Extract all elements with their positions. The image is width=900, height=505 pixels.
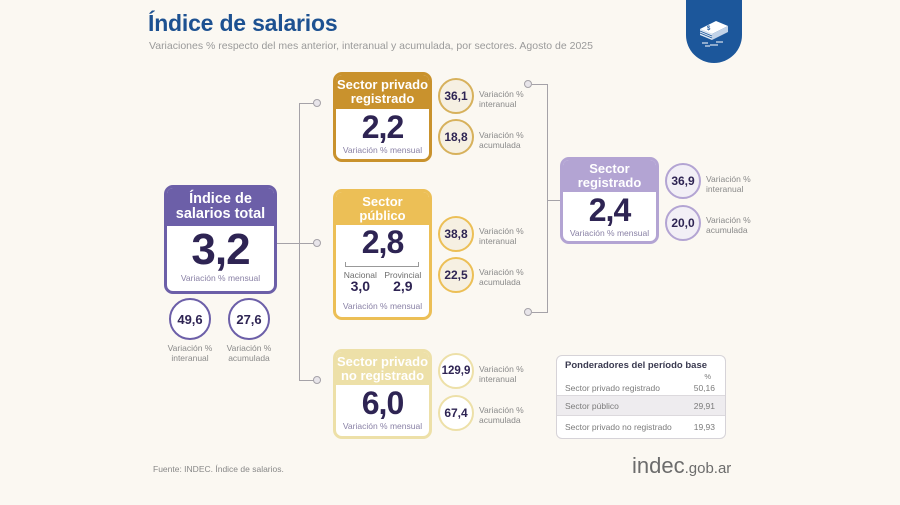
privado-registrado-title-2: registrado [350,91,415,106]
connector-line [276,243,300,244]
publico-interanual-circle: 38,8 [438,216,474,252]
privado-registrado-card: Sector privado registrado 2,2 Variación … [333,72,432,162]
registrado-interanual-label: Variación % interanual [706,174,751,195]
registrado-label: Variación % mensual [569,228,650,238]
connector-dot [313,99,321,107]
header-badge: $ [686,0,742,63]
connector-dot [313,376,321,384]
registrado-title-2: registrado [577,175,642,190]
total-card-header: Índice de salarios total [167,188,274,226]
total-title-line1: Índice de [189,190,252,207]
registrado-interanual-circle: 36,9 [665,163,701,199]
ponderadores-table: Ponderadores del período base % Sector p… [556,355,726,439]
no-registrado-value: 6,0 [361,385,404,421]
connector-dot [524,308,532,316]
privado-registrado-interanual-label: Variación % interanual [479,89,524,110]
connector-line [299,103,300,381]
publico-label: Variación % mensual [342,301,423,311]
publico-value: 2,8 [361,224,404,260]
publico-acumulada-circle: 22,5 [438,257,474,293]
money-stack-icon: $ [699,20,728,46]
no-registrado-label: Variación % mensual [342,421,423,431]
connector-line [299,103,314,104]
no-registrado-acumulada-label: Variación % acumulada [479,405,524,426]
privado-registrado-value: 2,2 [361,109,404,145]
total-index-card: Índice de salarios total 3,2 Variación %… [164,185,277,294]
registrado-acumulada-circle: 20,0 [665,205,701,241]
registrado-acumulada-label: Variación % acumulada [706,215,751,236]
connector-line [532,84,548,85]
publico-breakdown: Nacional 3,0 Provincial 2,9 [336,270,429,293]
publico-header: Sector público [336,192,429,225]
privado-registrado-title-1: Sector privado [336,77,429,93]
connector-dot [313,239,321,247]
registrado-body: 2,4 Variación % mensual [563,192,656,241]
connector-line [547,84,548,313]
table-row: Sector público 29,91 [557,395,725,416]
no-registrado-interanual-circle: 129,9 [438,353,474,389]
ponderadores-title: Ponderadores del período base [565,360,708,371]
connector-line [299,243,314,244]
publico-body: 2,8 Nacional 3,0 Provincial 2,9 Variació… [336,225,429,317]
privado-registrado-label: Variación % mensual [342,145,423,155]
publico-card: Sector público 2,8 Nacional 3,0 Provinci… [333,189,432,320]
publico-title-1: Sector [362,193,403,209]
table-row: Sector privado no registrado 19,93 [565,421,715,432]
publico-bracket [345,262,419,267]
registrado-title-1: Sector [589,161,630,177]
total-monthly-value: 3,2 [191,225,250,274]
publico-nacional: Nacional 3,0 [343,270,377,294]
indec-logo: indec.gob.ar [632,453,732,478]
privado-registrado-body: 2,2 Variación % mensual [336,109,429,159]
page-subtitle: Variaciones % respecto del mes anterior,… [149,40,593,52]
no-registrado-interanual-label: Variación % interanual [479,364,524,385]
total-monthly-label: Variación % mensual [180,273,261,283]
publico-provincial: Provincial 2,9 [384,270,422,294]
total-interanual-label: Variación % interanual [167,343,213,364]
table-row: Sector privado registrado 50,16 [565,383,715,393]
no-registrado-body: 6,0 Variación % mensual [336,385,429,436]
publico-interanual-label: Variación % interanual [479,226,524,247]
page-title: Índice de salarios [148,10,338,36]
connector-line [299,380,314,381]
no-registrado-card: Sector privado no registrado 6,0 Variaci… [333,349,432,439]
no-registrado-title-2: no registrado [340,367,425,383]
total-card-body: 3,2 Variación % mensual [167,226,274,291]
no-registrado-header: Sector privado no registrado [336,352,429,385]
total-interanual-circle: 49,6 [169,298,211,340]
publico-title-2: público [359,207,406,223]
total-acumulada-circle: 27,6 [228,298,270,340]
connector-dot [524,80,532,88]
ponderadores-unit: % [704,372,711,381]
privado-registrado-header: Sector privado registrado [336,75,429,109]
total-acumulada-label: Variación % acumulada [226,343,272,364]
registrado-card: Sector registrado 2,4 Variación % mensua… [560,157,659,244]
svg-text:$: $ [707,26,711,32]
no-registrado-title-1: Sector privado [336,353,429,369]
privado-registrado-acumulada-circle: 18,8 [438,119,474,155]
connector-line [547,200,561,201]
privado-registrado-acumulada-label: Variación % acumulada [479,130,524,151]
total-title-line2: salarios total [175,206,266,222]
privado-registrado-interanual-circle: 36,1 [438,78,474,114]
source-note: Fuente: INDEC. Índice de salarios. [153,464,284,474]
registrado-header: Sector registrado [563,160,656,192]
connector-line [532,312,548,313]
publico-acumulada-label: Variación % acumulada [479,267,524,288]
registrado-value: 2,4 [588,192,631,228]
no-registrado-acumulada-circle: 67,4 [438,395,474,431]
